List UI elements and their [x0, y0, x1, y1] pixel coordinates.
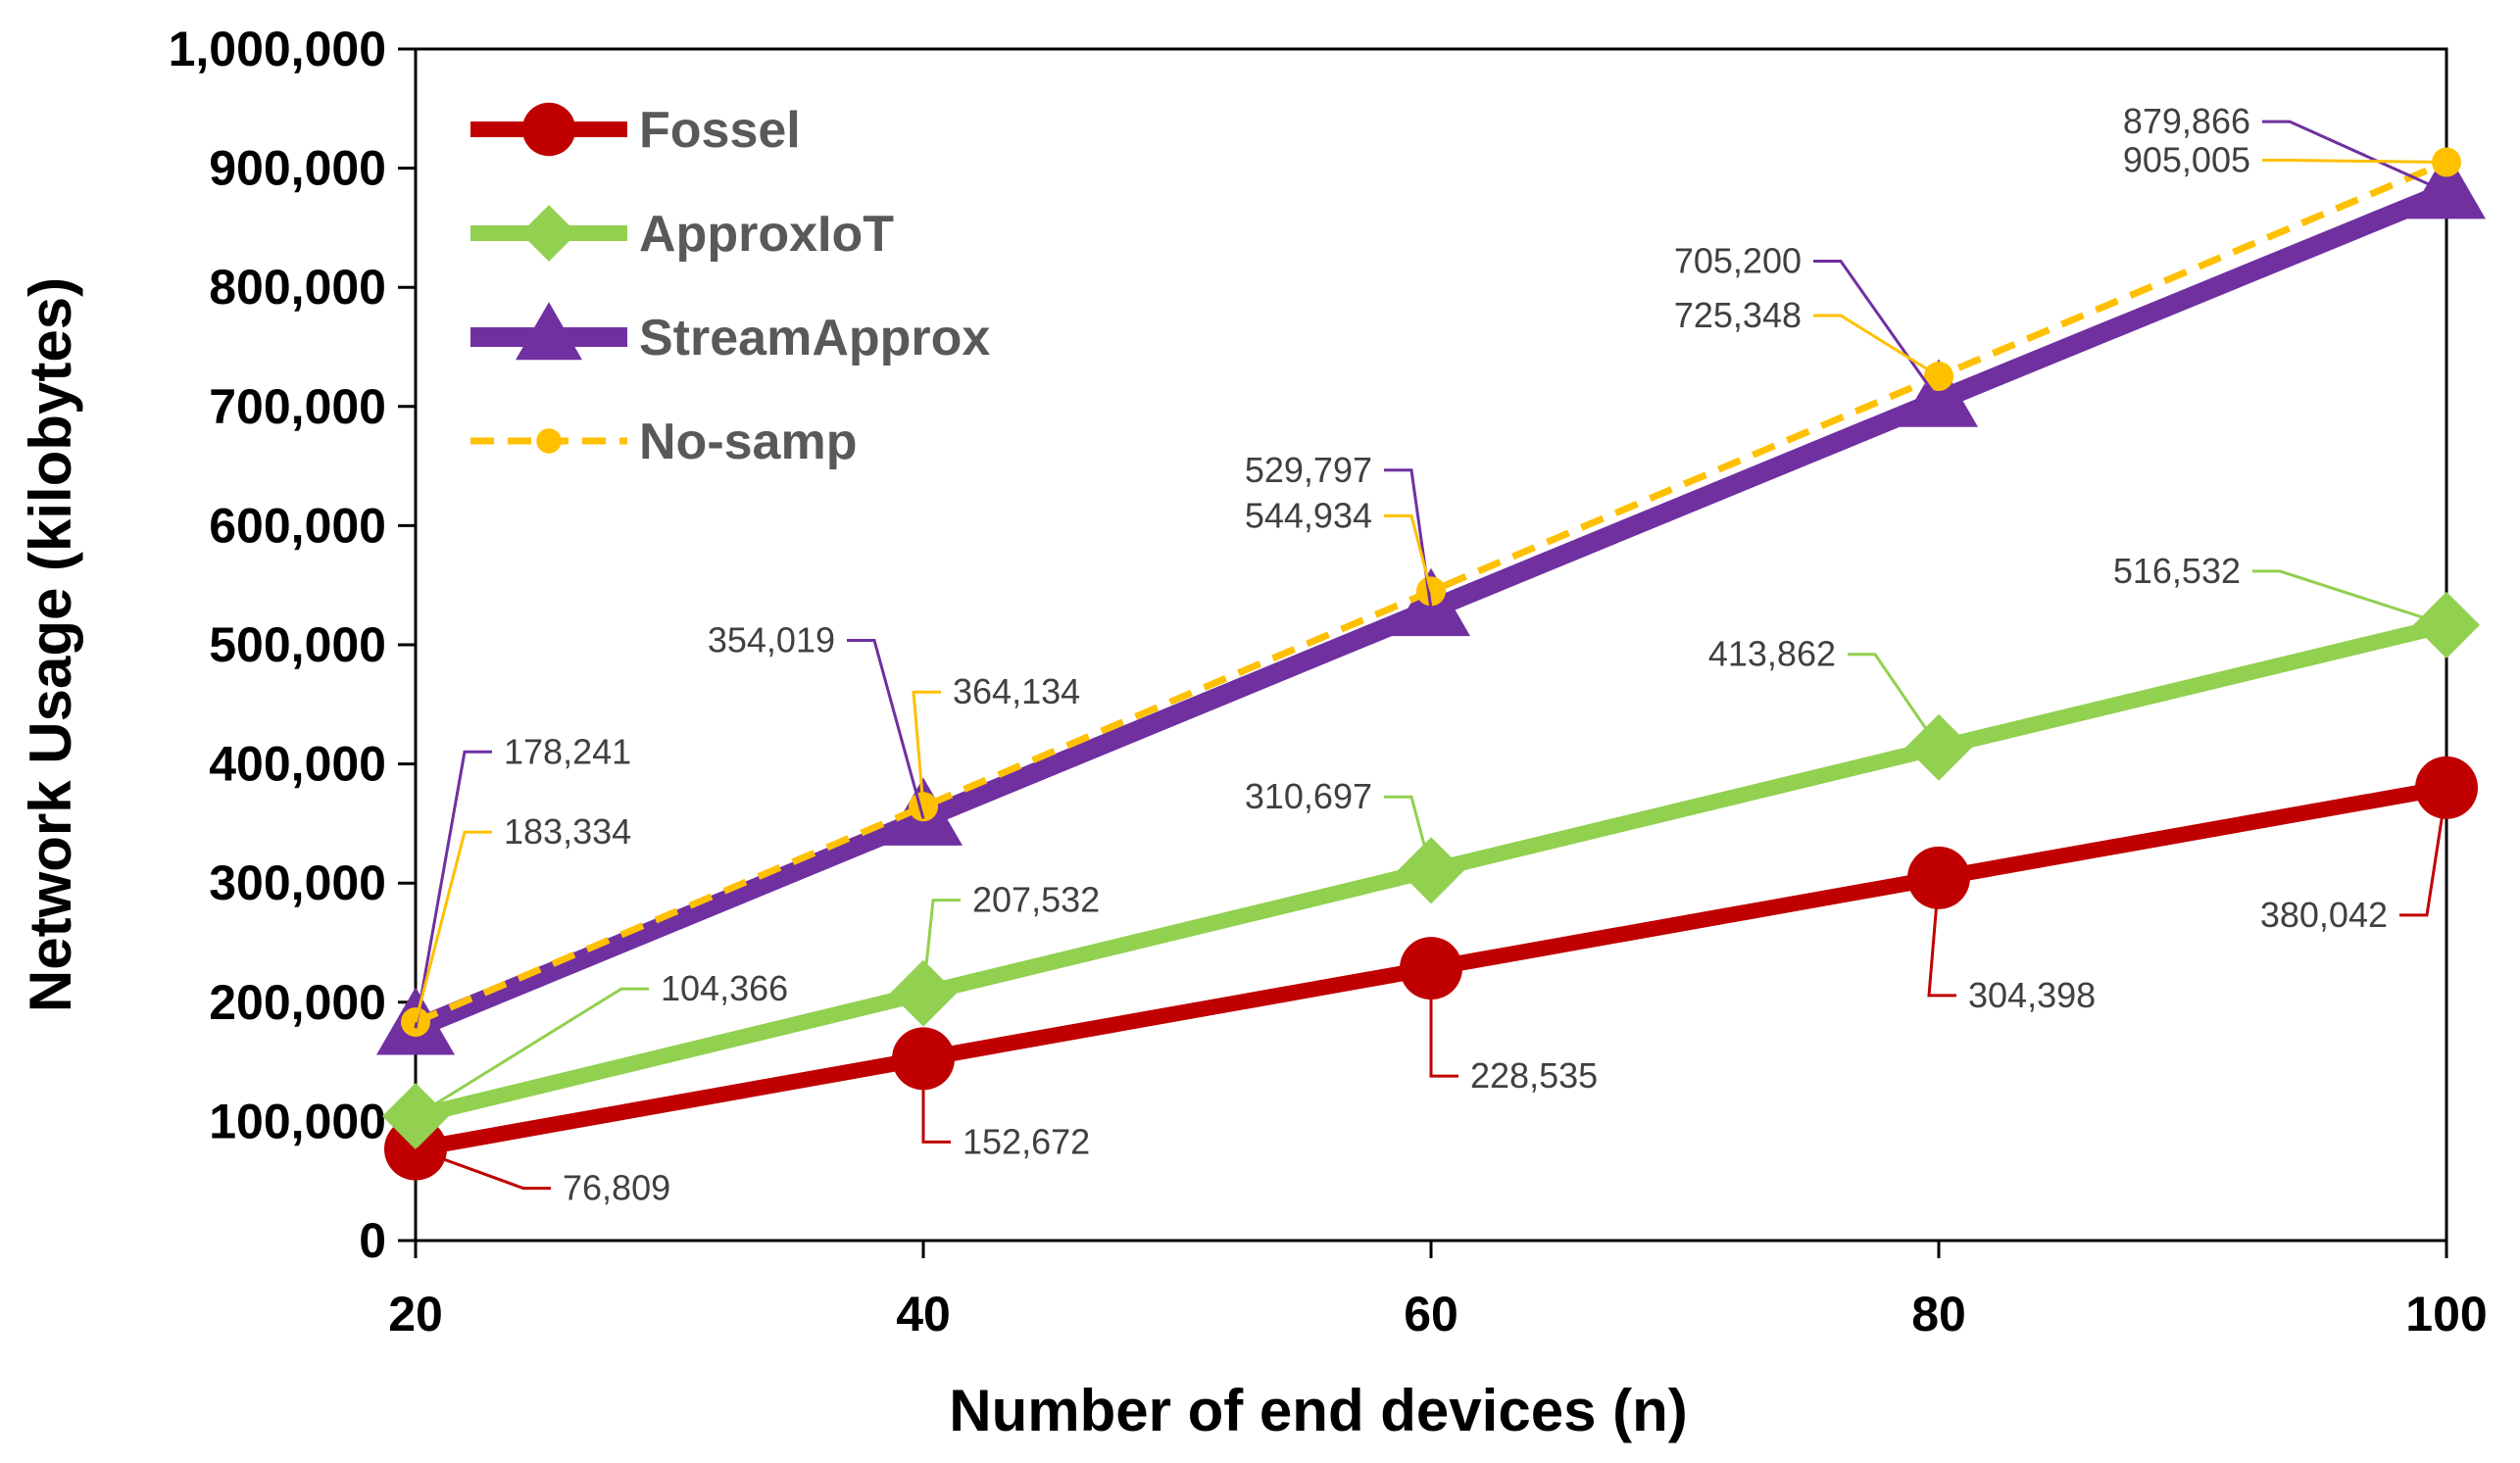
leader-line [847, 639, 925, 819]
data-labels-layer: 76,809 152,672 228,535 304,398 380,042 104,36… [414, 101, 2448, 1208]
data-label: 76,809 [563, 1168, 670, 1208]
y-tick-label: 1,000,000 [169, 22, 386, 76]
y-tick-label: 300,000 [209, 855, 386, 910]
legend-item-fossel: Fossel [470, 102, 801, 159]
y-tick-label: 700,000 [209, 379, 386, 434]
x-tick-label: 80 [1911, 1287, 1966, 1341]
data-label: 705,200 [1674, 240, 1802, 280]
legend-item-no-samp: No-samp [470, 414, 857, 470]
data-label: 725,348 [1674, 295, 1802, 335]
x-axis-title: Number of end devices (n) [949, 1378, 1687, 1443]
x-tick-label: 40 [896, 1287, 951, 1341]
data-label: 310,697 [1245, 776, 1372, 816]
data-label: 516,532 [2113, 551, 2241, 591]
leader-line [2262, 120, 2447, 194]
legend-label: Fossel [639, 102, 801, 159]
data-label: 879,866 [2123, 101, 2250, 141]
leader-line [921, 899, 961, 994]
leader-line [1848, 653, 1941, 749]
legend-label: ApproxIoT [639, 206, 894, 263]
y-axis: 0 100,000 200,000 300,000 400,000 500,000 600,… [169, 22, 416, 1268]
data-label: 364,134 [953, 671, 1080, 711]
leader-line [1429, 968, 1458, 1078]
leader-line [2262, 159, 2447, 165]
data-label: 529,797 [1245, 450, 1372, 490]
leader-line [1927, 877, 1956, 998]
legend-marker [536, 428, 562, 454]
data-point [2407, 151, 2486, 219]
y-tick-label: 200,000 [209, 975, 386, 1030]
legend-label: StreamApprox [639, 310, 990, 366]
leader-line [1384, 795, 1433, 871]
x-tick-label: 20 [388, 1287, 443, 1341]
legend-marker [516, 302, 582, 361]
leader-line [1813, 314, 1940, 378]
data-label: 905,005 [2123, 140, 2250, 180]
x-tick-label: 60 [1404, 1287, 1458, 1341]
legend: Fossel ApproxIoT StreamApprox No-samp [470, 102, 990, 470]
y-tick-label: 800,000 [209, 260, 386, 315]
y-tick-label: 900,000 [209, 141, 386, 196]
data-label: 413,862 [1708, 634, 1836, 674]
y-axis-title: Network Usage (kilobytes) [18, 277, 83, 1012]
leader-line [1384, 513, 1433, 592]
leader-line [2252, 569, 2447, 627]
legend-label: No-samp [639, 414, 857, 470]
data-point [1900, 359, 1978, 427]
y-tick-label: 400,000 [209, 737, 386, 792]
data-label: 152,672 [963, 1121, 1090, 1161]
y-tick-label: 100,000 [209, 1094, 386, 1148]
data-label: 104,366 [661, 968, 788, 1008]
data-label: 304,398 [1968, 975, 2096, 1015]
leader-line [414, 830, 492, 1023]
leader-line [921, 1058, 951, 1144]
x-tick-label: 100 [2405, 1287, 2487, 1341]
data-label: 354,019 [708, 620, 835, 660]
x-axis: 20 40 60 80 100 [388, 1241, 2488, 1341]
data-label: 207,532 [972, 880, 1100, 920]
legend-item-approxiot: ApproxIoT [470, 205, 894, 263]
y-tick-label: 0 [359, 1213, 386, 1268]
legend-item-streamapprox: StreamApprox [470, 302, 990, 366]
leader-line [1813, 259, 1941, 402]
leader-line [912, 690, 941, 807]
legend-marker [521, 102, 576, 157]
legend-marker [520, 205, 577, 262]
leader-line [2399, 787, 2448, 917]
data-label: 178,241 [504, 731, 631, 771]
leader-line [414, 750, 492, 1029]
y-tick-label: 500,000 [209, 617, 386, 672]
leader-line [415, 987, 649, 1118]
leader-line [415, 1147, 551, 1191]
data-label: 228,535 [1470, 1055, 1598, 1096]
y-tick-label: 600,000 [209, 498, 386, 553]
data-label: 380,042 [2260, 895, 2388, 935]
data-label: 544,934 [1245, 495, 1372, 535]
data-label: 183,334 [504, 811, 631, 852]
